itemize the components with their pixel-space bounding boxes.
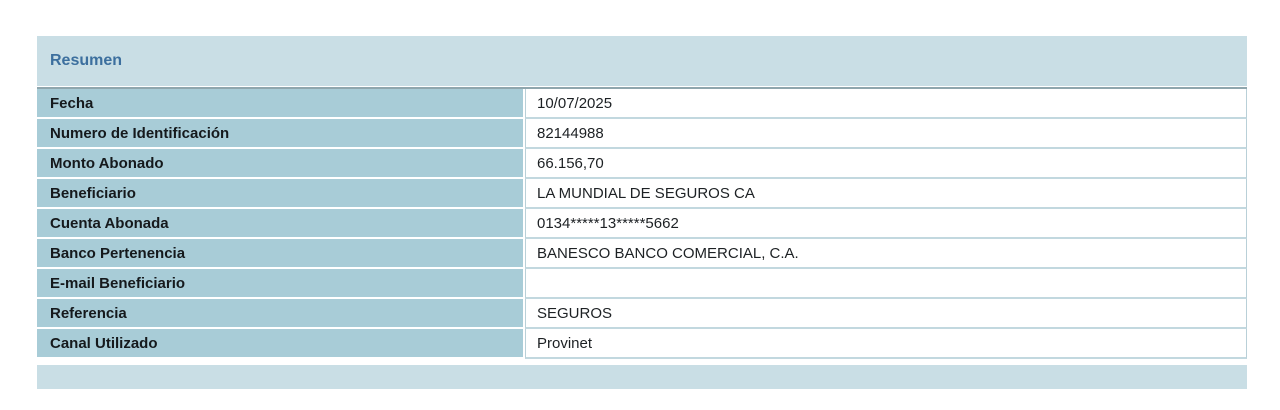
table-title: Resumen	[50, 52, 123, 69]
table-row: Numero de Identificación 82144988	[37, 119, 1247, 149]
table-row: Monto Abonado 66.156,70	[37, 149, 1247, 179]
table-row: Beneficiario LA MUNDIAL DE SEGUROS CA	[37, 179, 1247, 209]
row-value: Provinet	[525, 329, 1247, 359]
row-label: Beneficiario	[37, 179, 523, 209]
table-row: Cuenta Abonada 0134*****13*****5662	[37, 209, 1247, 239]
row-label: Monto Abonado	[37, 149, 523, 179]
row-value: SEGUROS	[525, 299, 1247, 329]
table-row: Fecha 10/07/2025	[37, 89, 1247, 119]
summary-table-header: Resumen	[37, 36, 1247, 86]
row-label: Referencia	[37, 299, 523, 329]
row-value: 10/07/2025	[525, 89, 1247, 119]
row-value: LA MUNDIAL DE SEGUROS CA	[525, 179, 1247, 209]
row-label: Banco Pertenencia	[37, 239, 523, 269]
row-label: Numero de Identificación	[37, 119, 523, 149]
table-row: Canal Utilizado Provinet	[37, 329, 1247, 359]
row-label: Canal Utilizado	[37, 329, 523, 359]
row-value: 66.156,70	[525, 149, 1247, 179]
summary-table: Resumen Fecha 10/07/2025 Numero de Ident…	[37, 36, 1247, 389]
row-value: 82144988	[525, 119, 1247, 149]
table-footer-bar	[37, 365, 1247, 389]
row-value: BANESCO BANCO COMERCIAL, C.A.	[525, 239, 1247, 269]
row-label: E-mail Beneficiario	[37, 269, 523, 299]
table-row: Referencia SEGUROS	[37, 299, 1247, 329]
row-value: 0134*****13*****5662	[525, 209, 1247, 239]
row-label: Fecha	[37, 89, 523, 119]
table-row: Banco Pertenencia BANESCO BANCO COMERCIA…	[37, 239, 1247, 269]
row-label: Cuenta Abonada	[37, 209, 523, 239]
table-row: E-mail Beneficiario	[37, 269, 1247, 299]
row-value	[525, 269, 1247, 299]
summary-table-body: Fecha 10/07/2025 Numero de Identificació…	[37, 87, 1247, 359]
